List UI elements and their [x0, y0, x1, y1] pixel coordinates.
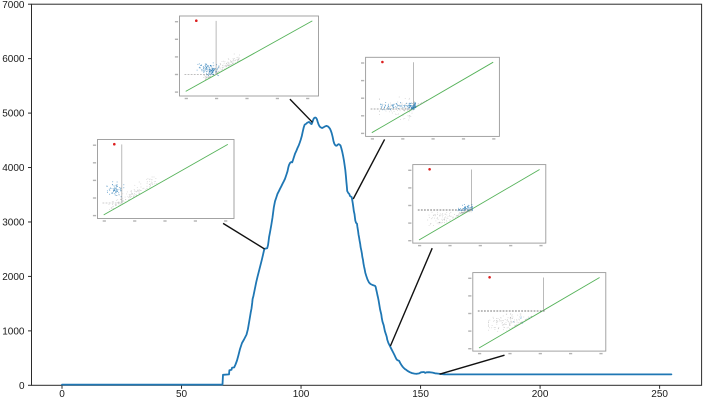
- svg-text:2000: 2000: [2, 272, 25, 283]
- svg-text:100: 100: [293, 389, 310, 400]
- svg-text:200: 200: [532, 389, 549, 400]
- svg-text:250: 250: [651, 389, 668, 400]
- svg-text:1000: 1000: [2, 326, 25, 337]
- svg-text:7000: 7000: [2, 0, 25, 11]
- svg-text:0: 0: [19, 381, 25, 392]
- svg-text:50: 50: [176, 389, 188, 400]
- svg-text:4000: 4000: [2, 163, 25, 174]
- svg-text:150: 150: [412, 389, 429, 400]
- svg-text:3000: 3000: [2, 218, 25, 229]
- svg-text:0: 0: [59, 389, 65, 400]
- svg-text:5000: 5000: [2, 109, 25, 120]
- svg-text:6000: 6000: [2, 54, 25, 65]
